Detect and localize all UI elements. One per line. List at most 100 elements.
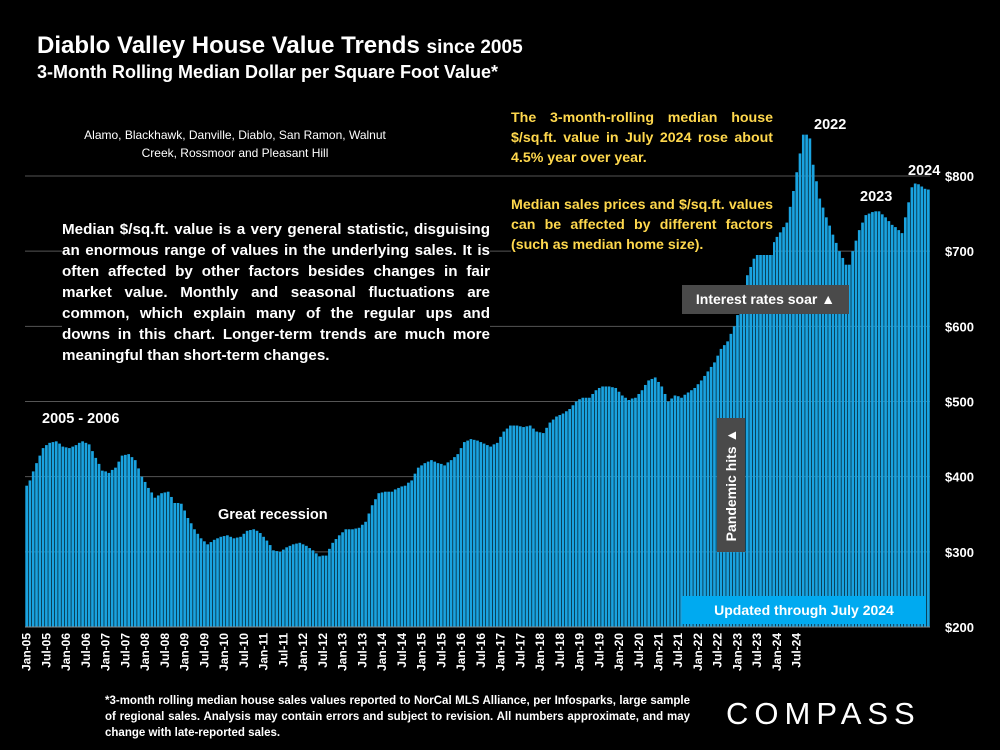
bar [713,362,716,627]
label-2024: 2024 [908,163,941,179]
bar [920,186,924,627]
bar [163,492,167,627]
bar [127,454,131,627]
bar [41,448,45,627]
bar [133,460,137,627]
bar [377,493,381,627]
x-tick-label: Jan-07 [99,633,113,671]
bar [673,395,677,627]
x-tick-label: Jan-20 [612,633,626,671]
bar [170,496,173,627]
bar [545,427,548,627]
bar [824,217,828,627]
x-tick-label: Jul-21 [671,633,685,668]
y-tick-label: $300 [945,545,974,560]
bar [640,390,644,627]
bar [492,444,496,627]
bar [393,489,397,627]
bar [663,393,667,627]
x-tick-label: Jan-13 [336,633,350,671]
bar [209,542,213,627]
bar [370,505,374,627]
bar [364,521,367,627]
x-tick-label: Jul-14 [395,633,409,668]
bar [752,258,756,627]
bar [147,487,150,627]
pandemic-box: Pandemic hits ▲ [717,418,745,552]
bar [423,463,427,627]
x-tick-label: Jul-24 [790,633,804,668]
bar [857,230,861,627]
bar [179,503,183,627]
bar [528,425,532,627]
bar [848,264,851,627]
bar [100,470,104,627]
compass-logo: COMPASS [726,696,921,731]
bar [354,528,358,627]
bar [380,492,384,627]
bar [183,510,186,627]
x-tick-label: Jan-05 [20,633,34,671]
bar [565,411,568,627]
bar [923,188,927,627]
bar [755,254,759,627]
bar [203,541,206,627]
bar [351,529,354,627]
bar [58,443,61,627]
bar [476,440,479,627]
bar [360,524,364,627]
bar [568,409,571,627]
bar [291,544,295,627]
bar [680,397,683,627]
bar [242,533,246,627]
chart-title-since: since 2005 [426,37,523,58]
bar [258,533,262,627]
bar [74,445,78,627]
bar [597,387,601,627]
bar [150,492,154,627]
bar [709,366,713,627]
bar [844,264,848,627]
bar [479,442,483,627]
x-tick-label: Jul-07 [118,633,132,668]
bar [54,441,58,627]
bar [413,473,417,627]
bar [196,533,200,627]
bar [110,469,114,627]
bar [459,448,463,627]
bar [337,535,341,627]
bar [156,495,160,627]
bar [439,463,443,627]
x-tick-label: Jul-23 [750,633,764,668]
interest-rates-box: Interest rates soar ▲ [682,285,849,314]
bar [193,529,196,627]
x-tick-label: Jul-19 [592,633,606,668]
bar [268,545,272,627]
bar [785,222,789,627]
x-tick-label: Jan-15 [415,633,429,671]
bar [97,463,101,627]
x-tick-label: Jan-06 [59,633,73,671]
bar [657,381,660,627]
x-tick-label: Jul-12 [316,633,330,668]
bar [499,436,502,627]
bar [199,538,203,627]
bar [509,425,512,627]
y-tick-label: $800 [945,169,974,184]
bar [818,198,822,628]
bar [48,442,52,627]
bar [430,460,433,627]
bar [874,211,878,627]
bar [308,548,312,627]
x-tick-label: Jul-22 [711,633,725,668]
bar [532,428,535,627]
y-tick-label: $700 [945,244,974,259]
bar [61,446,65,627]
bar [778,232,782,628]
bar [117,461,121,627]
bar [693,387,697,627]
chart-title-main: Diablo Valley House Value Trends [37,32,420,59]
label-2023: 2023 [860,189,893,205]
x-tick-label: Jul-06 [79,633,93,668]
bar [324,555,328,627]
